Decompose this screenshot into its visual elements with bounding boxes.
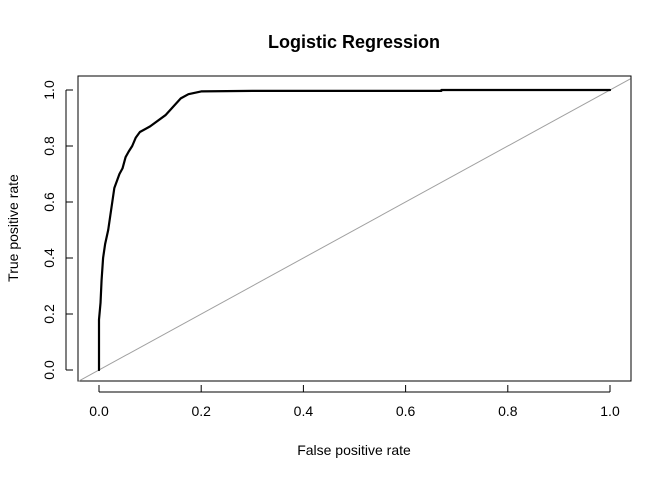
x-axis-label: False positive rate — [297, 442, 411, 458]
x-tick-label: 0.0 — [89, 403, 109, 419]
x-axis: 0.0 0.2 0.4 0.6 0.8 1.0 — [89, 385, 620, 419]
y-tick-label: 0.2 — [41, 304, 57, 324]
x-tick-label: 0.2 — [191, 403, 211, 419]
x-tick-label: 1.0 — [600, 403, 620, 419]
chart-title: Logistic Regression — [268, 32, 440, 52]
y-axis: 0.0 0.2 0.4 0.6 0.8 1.0 — [41, 80, 73, 380]
y-tick-label: 0.4 — [41, 248, 57, 268]
roc-curve-line — [97, 88, 612, 372]
y-tick-label: 0.0 — [41, 360, 57, 380]
x-tick-label: 0.8 — [498, 403, 518, 419]
x-tick-label: 0.4 — [294, 403, 314, 419]
y-tick-label: 1.0 — [41, 80, 57, 100]
plot-area-box — [77, 75, 632, 382]
y-axis-label: True positive rate — [5, 174, 21, 282]
reference-diagonal-line — [78, 78, 631, 382]
y-tick-label: 0.6 — [41, 192, 57, 212]
y-tick-label: 0.8 — [41, 136, 57, 156]
plot-series — [78, 78, 631, 382]
x-tick-label: 0.6 — [396, 403, 416, 419]
